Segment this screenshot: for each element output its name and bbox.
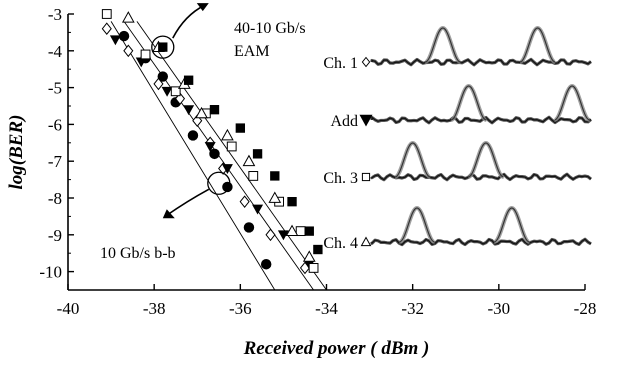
annotation-eam-line1: 40-10 Gb/s bbox=[234, 20, 306, 37]
x-tick-label: -32 bbox=[401, 299, 424, 318]
channel-label-marker bbox=[361, 56, 371, 68]
eye-diagram bbox=[370, 83, 593, 125]
eye-diagram bbox=[370, 140, 593, 182]
data-point bbox=[243, 222, 255, 233]
data-point bbox=[304, 226, 314, 236]
data-point bbox=[239, 195, 250, 208]
data-point bbox=[101, 22, 112, 36]
y-tick-label: -3 bbox=[48, 5, 62, 24]
y-tick-label: -7 bbox=[48, 152, 63, 171]
data-point bbox=[268, 191, 282, 203]
channel-label-marker bbox=[360, 236, 372, 247]
data-point bbox=[204, 142, 216, 152]
data-point bbox=[157, 71, 169, 82]
data-point bbox=[252, 204, 264, 215]
y-ticks: -3 -4 -5 -6 -7 -8 -9 -10 bbox=[39, 5, 74, 291]
data-point bbox=[195, 106, 208, 119]
data-point bbox=[265, 228, 276, 242]
bb-highlight-circle bbox=[207, 171, 231, 195]
data-point bbox=[287, 197, 297, 207]
data-point bbox=[302, 250, 316, 262]
data-point bbox=[209, 148, 220, 160]
channel-label: Add bbox=[330, 113, 358, 130]
eye-diagram bbox=[370, 205, 592, 247]
fit-line bbox=[136, 21, 327, 290]
data-point bbox=[170, 86, 181, 97]
data-point bbox=[183, 75, 194, 85]
channel-labels: Ch. 1 Add Ch. 3 Ch. 4 bbox=[323, 55, 373, 252]
data-point bbox=[242, 154, 256, 167]
bb-arrow bbox=[166, 188, 210, 216]
data-point bbox=[187, 130, 199, 141]
channel-label: Ch. 1 bbox=[323, 55, 358, 72]
channel-label: Ch. 3 bbox=[323, 170, 358, 187]
data-point bbox=[140, 49, 151, 60]
x-ticks: -40 -38 -36 -34 -32 -30 -28 bbox=[57, 284, 597, 318]
annotation-eam-line2: EAM bbox=[234, 43, 270, 60]
data-point bbox=[153, 77, 164, 91]
y-axis-title: log(BER) bbox=[6, 115, 27, 190]
eam-arrow bbox=[172, 4, 206, 39]
y-tick-label: -5 bbox=[48, 79, 62, 98]
data-point bbox=[118, 30, 130, 42]
fit-line bbox=[110, 21, 276, 290]
x-tick-label: -34 bbox=[315, 299, 338, 318]
x-tick-label: -40 bbox=[57, 299, 80, 318]
x-tick-label: -28 bbox=[574, 299, 597, 318]
eye-diagram-group bbox=[370, 25, 593, 247]
data-point bbox=[235, 123, 246, 133]
bb-arrowhead bbox=[162, 209, 175, 219]
y-tick-label: -6 bbox=[48, 115, 62, 134]
data-point bbox=[252, 149, 263, 159]
data-point bbox=[183, 105, 195, 116]
data-point bbox=[135, 57, 147, 68]
eam-highlight-circle bbox=[151, 35, 175, 59]
y-tick-label: -4 bbox=[48, 42, 63, 61]
y-tick-label: -10 bbox=[39, 263, 62, 282]
channel-label-marker bbox=[361, 172, 371, 182]
data-point bbox=[285, 224, 299, 237]
data-point bbox=[209, 105, 220, 115]
y-tick-label: -9 bbox=[48, 226, 62, 245]
channel-label: Ch. 4 bbox=[323, 235, 358, 252]
channel-label-marker bbox=[359, 114, 373, 127]
data-point bbox=[260, 259, 272, 270]
data-point bbox=[248, 171, 259, 181]
x-tick-label: -36 bbox=[229, 299, 252, 318]
data-point bbox=[221, 128, 234, 141]
eye-diagram bbox=[370, 25, 592, 67]
data-point bbox=[226, 141, 237, 152]
x-tick-label: -30 bbox=[487, 299, 510, 318]
y-tick-label: -8 bbox=[48, 189, 62, 208]
eam-arrowhead bbox=[196, 3, 209, 12]
x-tick-label: -38 bbox=[143, 299, 166, 318]
data-point bbox=[121, 11, 135, 23]
data-point bbox=[313, 244, 323, 255]
data-point bbox=[221, 164, 233, 175]
data-point bbox=[123, 44, 134, 58]
data-point bbox=[158, 42, 168, 52]
data-point bbox=[101, 9, 112, 19]
data-points bbox=[101, 9, 323, 275]
annotation-bb: 10 Gb/s b-b bbox=[100, 245, 176, 262]
annotations: 40-10 Gb/s EAM 10 Gb/s b-b bbox=[100, 3, 306, 262]
data-point bbox=[161, 86, 173, 97]
data-point bbox=[277, 230, 289, 241]
data-point bbox=[308, 263, 319, 273]
data-point bbox=[270, 171, 280, 181]
data-point bbox=[295, 226, 306, 237]
x-axis-title: Received power ( dBm ) bbox=[243, 338, 430, 359]
data-point bbox=[109, 35, 121, 46]
